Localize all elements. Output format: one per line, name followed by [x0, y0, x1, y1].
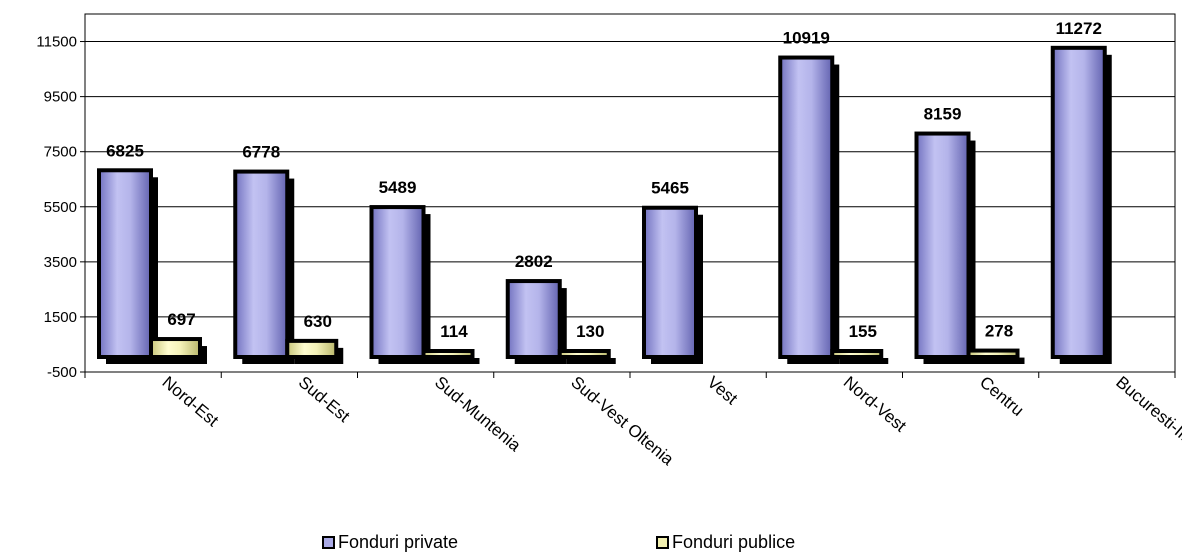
data-label-private: 11272 [1056, 19, 1102, 38]
y-tick-label: 11500 [36, 34, 77, 51]
legend-swatch-private [322, 536, 335, 549]
bar-public [830, 349, 884, 359]
category-label: Vest [704, 373, 742, 409]
legend-item-public: Fonduri publice [656, 532, 795, 553]
bar-private [642, 205, 698, 359]
data-label-private: 5465 [651, 179, 689, 198]
category-label: Sud-Vest Oltenia [567, 373, 677, 470]
y-axis: 11500 9500 7500 5500 3500 1500 -500 [36, 34, 85, 381]
data-label-public: 155 [849, 322, 877, 341]
category-label: Nord-Est [159, 373, 223, 431]
bar-public [966, 348, 1020, 359]
bar-public-shadow [975, 357, 1025, 364]
legend-swatch-public [656, 536, 669, 549]
legend-item-private: Fonduri private [322, 532, 458, 553]
bar-private [505, 279, 562, 359]
legend-label-private: Fonduri private [338, 532, 459, 552]
x-axis: Nord-Est Sud-Est Sud-Muntenia Sud-Vest Olte… [84, 372, 1182, 470]
data-label-private: 6778 [242, 143, 280, 162]
bar-public [149, 337, 202, 360]
data-label-private: 5489 [379, 178, 417, 197]
data-label-private: 6825 [106, 141, 144, 160]
y-tick-label: -500 [47, 364, 77, 381]
data-labels: 6825 6778 5489 2802 5465 10919 8159 11272 697 630… [106, 19, 1102, 341]
bar-public-shadow [566, 358, 616, 364]
category-label: Sud-Muntenia [431, 373, 525, 456]
bar-public [285, 338, 339, 359]
bar-private [233, 169, 290, 359]
category-label: Centru [976, 373, 1027, 420]
bar-private [97, 168, 153, 359]
category-label: Nord-Vest [840, 373, 910, 436]
bar-private [778, 55, 835, 360]
bar-private [1050, 45, 1107, 359]
y-tick-label: 9500 [44, 89, 77, 106]
data-label-public: 130 [576, 322, 604, 341]
y-tick-label: 5500 [44, 199, 77, 216]
bar-public [557, 349, 611, 359]
y-tick-label: 7500 [44, 144, 77, 161]
data-label-public: 630 [304, 312, 332, 331]
data-label-public: 697 [167, 310, 195, 329]
category-label: Sud-Est [295, 373, 354, 427]
bars [97, 45, 1112, 365]
data-label-public: 114 [440, 322, 468, 341]
bar-private [369, 205, 426, 359]
legend-label-public: Fonduri publice [672, 532, 796, 552]
y-tick-label: 1500 [44, 309, 77, 326]
bar-public [421, 349, 475, 359]
bar-public-shadow [839, 358, 889, 364]
bar-private [914, 131, 971, 359]
data-label-private: 10919 [783, 29, 830, 48]
bar-public-shadow [430, 358, 480, 364]
y-tick-label: 3500 [44, 254, 77, 271]
data-label-private: 8159 [924, 105, 962, 124]
category-label: Bucuresti-Ilfov [1112, 373, 1182, 457]
data-label-public: 278 [985, 322, 1013, 341]
data-label-private: 2802 [515, 252, 553, 271]
